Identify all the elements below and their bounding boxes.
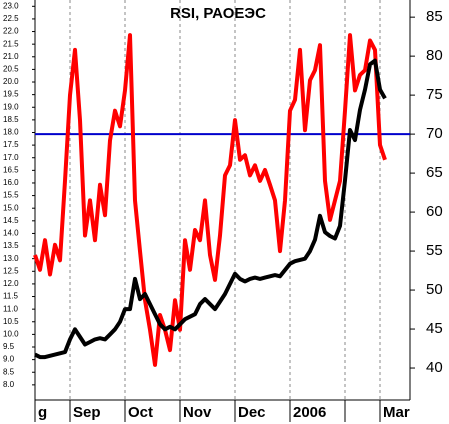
y-tick-label: 8.0 [3, 380, 15, 389]
y-tick-label: 11.5 [3, 292, 19, 301]
y-tick-label: 12.5 [3, 266, 19, 275]
y2-tick-label: 70 [426, 125, 443, 142]
series-line [34, 58, 387, 360]
y-tick-label: 18.5 [3, 115, 19, 124]
x-tick-label: Sep [73, 404, 101, 421]
y-tick-label: 21.0 [3, 52, 19, 61]
y-tick-label: 15.0 [3, 203, 19, 212]
y-tick-label: 11.0 [3, 304, 19, 313]
y-tick-label: 17.5 [3, 140, 19, 149]
y-tick-label: 20.0 [3, 77, 19, 86]
y-tick-label: 13.5 [3, 241, 19, 250]
chart-title: RSI, РАОЕЭС [170, 5, 266, 22]
x-tick-label: g [38, 404, 47, 421]
y-tick-label: 9.0 [3, 355, 15, 364]
y-tick-label: 20.5 [3, 65, 19, 74]
x-tick-label: Oct [128, 404, 153, 421]
y-tick-label: 10.0 [3, 329, 19, 338]
x-tick-label: 2006 [293, 404, 326, 421]
y2-tick-label: 40 [426, 359, 443, 376]
y2-tick-label: 60 [426, 203, 443, 220]
y-tick-label: 23.0 [3, 1, 19, 10]
x-tick-label: Nov [183, 404, 212, 421]
y-tick-label: 13.0 [3, 254, 19, 263]
y-tick-label: 16.0 [3, 178, 19, 187]
y2-tick-label: 75 [426, 86, 443, 103]
y-tick-label: 19.5 [3, 90, 19, 99]
y-tick-label: 22.5 [3, 14, 19, 23]
y-tick-label: 18.0 [3, 128, 19, 137]
x-tick-label: Dec [238, 404, 266, 421]
series-line [33, 33, 387, 367]
y-tick-label: 16.5 [3, 165, 19, 174]
y2-tick-label: 85 [426, 8, 443, 25]
y-tick-label: 9.5 [3, 342, 15, 351]
y-tick-label: 21.5 [3, 39, 19, 48]
y-tick-label: 19.0 [3, 102, 19, 111]
y2-tick-label: 50 [426, 281, 443, 298]
y-tick-label: 14.5 [3, 216, 19, 225]
y2-tick-label: 55 [426, 242, 443, 259]
y-tick-label: 14.0 [3, 229, 19, 238]
y-tick-label: 12.0 [3, 279, 19, 288]
y-tick-label: 15.5 [3, 191, 19, 200]
y2-tick-label: 65 [426, 164, 443, 181]
y-tick-label: 17.0 [3, 153, 19, 162]
y-tick-label: 22.0 [3, 27, 19, 36]
y-tick-label: 8.5 [3, 367, 15, 376]
y2-tick-label: 45 [426, 320, 443, 337]
y2-tick-label: 80 [426, 47, 443, 64]
x-tick-label: Mar [383, 404, 410, 421]
y-tick-label: 10.5 [3, 317, 19, 326]
